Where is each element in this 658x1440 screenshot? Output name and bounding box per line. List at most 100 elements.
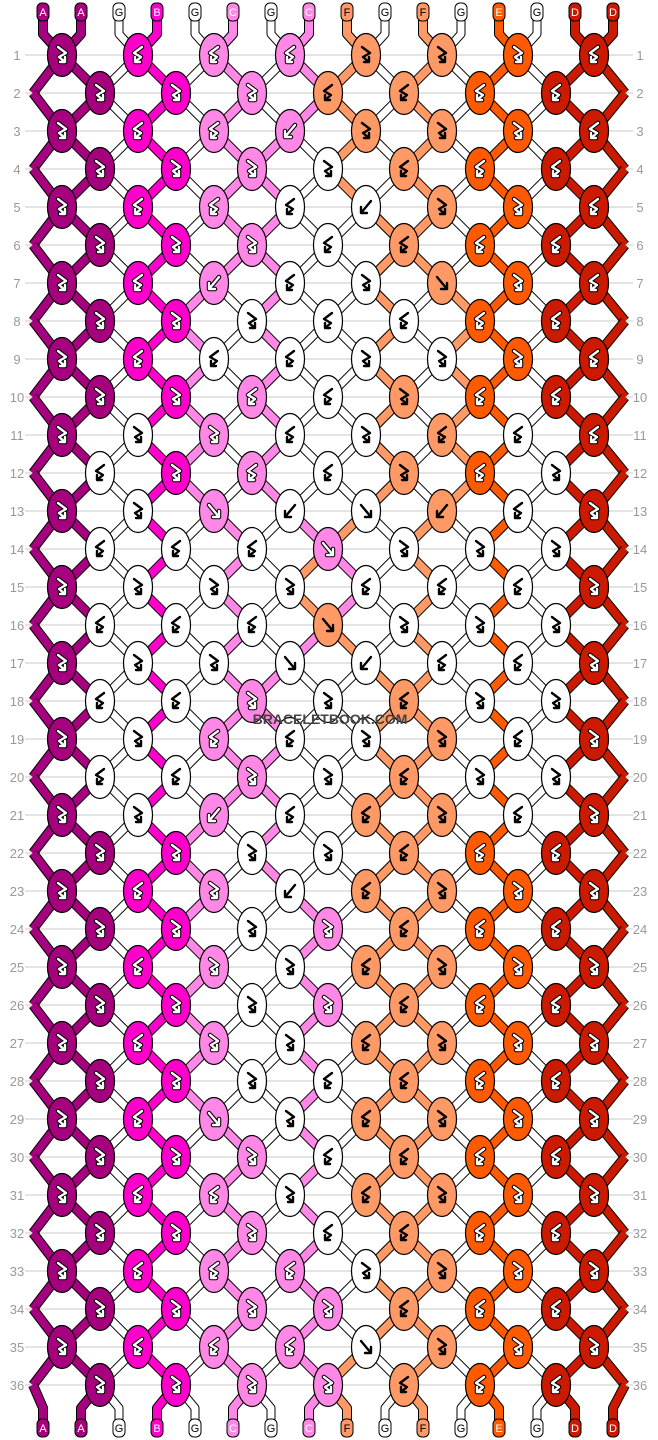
knot[interactable]	[578, 184, 610, 230]
knot[interactable]	[198, 184, 230, 230]
knot[interactable]	[388, 1210, 420, 1256]
knot[interactable]	[350, 792, 382, 838]
knot[interactable]	[84, 1362, 116, 1408]
knot[interactable]	[274, 412, 306, 458]
knot[interactable]	[46, 1172, 78, 1218]
knot[interactable]	[540, 526, 572, 572]
knot[interactable]	[236, 1058, 268, 1104]
knot[interactable]	[84, 830, 116, 876]
knot[interactable]	[426, 108, 458, 154]
knot[interactable]	[236, 602, 268, 648]
knot[interactable]	[160, 450, 192, 496]
knot[interactable]	[274, 792, 306, 838]
knot[interactable]	[236, 146, 268, 192]
knot[interactable]	[312, 906, 344, 952]
knot[interactable]	[198, 1020, 230, 1066]
knot[interactable]	[46, 640, 78, 686]
knot[interactable]	[198, 1248, 230, 1294]
knot[interactable]	[426, 1248, 458, 1294]
knot[interactable]	[426, 184, 458, 230]
knot[interactable]	[312, 374, 344, 420]
knot[interactable]	[350, 868, 382, 914]
knot[interactable]	[426, 640, 458, 686]
knot[interactable]	[274, 488, 306, 534]
knot[interactable]	[274, 944, 306, 990]
knot[interactable]	[236, 70, 268, 116]
knot[interactable]	[464, 678, 496, 724]
knot[interactable]	[46, 1324, 78, 1370]
knot[interactable]	[312, 1362, 344, 1408]
knot[interactable]	[198, 716, 230, 762]
knot[interactable]	[312, 754, 344, 800]
knot[interactable]	[464, 146, 496, 192]
knot[interactable]	[236, 1210, 268, 1256]
knot[interactable]	[160, 906, 192, 952]
knot[interactable]	[578, 640, 610, 686]
knot[interactable]	[464, 1362, 496, 1408]
knot[interactable]	[236, 1362, 268, 1408]
knot[interactable]	[122, 108, 154, 154]
knot[interactable]	[274, 32, 306, 78]
knot[interactable]	[46, 1248, 78, 1294]
knot[interactable]	[502, 412, 534, 458]
knot[interactable]	[426, 260, 458, 306]
knot[interactable]	[350, 1096, 382, 1142]
knot[interactable]	[464, 222, 496, 268]
knot[interactable]	[84, 1134, 116, 1180]
knot[interactable]	[502, 184, 534, 230]
knot[interactable]	[122, 184, 154, 230]
knot[interactable]	[236, 906, 268, 952]
knot[interactable]	[274, 260, 306, 306]
knot[interactable]	[46, 944, 78, 990]
knot[interactable]	[84, 1058, 116, 1104]
knot[interactable]	[160, 70, 192, 116]
knot[interactable]	[46, 260, 78, 306]
knot[interactable]	[122, 792, 154, 838]
knot[interactable]	[84, 374, 116, 420]
knot[interactable]	[122, 1020, 154, 1066]
knot[interactable]	[84, 906, 116, 952]
knot[interactable]	[160, 754, 192, 800]
knot[interactable]	[160, 1362, 192, 1408]
knot[interactable]	[84, 754, 116, 800]
knot[interactable]	[236, 374, 268, 420]
knot[interactable]	[122, 564, 154, 610]
knot[interactable]	[578, 412, 610, 458]
knot[interactable]	[464, 1210, 496, 1256]
knot[interactable]	[502, 260, 534, 306]
knot[interactable]	[350, 32, 382, 78]
knot[interactable]	[198, 944, 230, 990]
knot[interactable]	[464, 526, 496, 572]
knot[interactable]	[502, 32, 534, 78]
knot[interactable]	[540, 678, 572, 724]
knot[interactable]	[426, 488, 458, 534]
knot[interactable]	[84, 1286, 116, 1332]
knot[interactable]	[464, 374, 496, 420]
knot[interactable]	[46, 108, 78, 154]
knot[interactable]	[502, 488, 534, 534]
knot[interactable]	[502, 336, 534, 382]
knot[interactable]	[578, 1020, 610, 1066]
knot[interactable]	[312, 222, 344, 268]
knot[interactable]	[388, 450, 420, 496]
knot[interactable]	[426, 1172, 458, 1218]
knot[interactable]	[312, 1058, 344, 1104]
knot[interactable]	[236, 754, 268, 800]
knot[interactable]	[312, 678, 344, 724]
knot[interactable]	[350, 1324, 382, 1370]
knot[interactable]	[502, 640, 534, 686]
knot[interactable]	[350, 260, 382, 306]
knot[interactable]	[578, 944, 610, 990]
knot[interactable]	[84, 526, 116, 572]
knot[interactable]	[46, 1020, 78, 1066]
knot[interactable]	[502, 1020, 534, 1066]
knot[interactable]	[274, 108, 306, 154]
knot[interactable]	[388, 982, 420, 1028]
knot[interactable]	[46, 1096, 78, 1142]
knot[interactable]	[578, 1172, 610, 1218]
knot[interactable]	[312, 70, 344, 116]
knot[interactable]	[350, 184, 382, 230]
knot[interactable]	[540, 1210, 572, 1256]
knot[interactable]	[578, 1324, 610, 1370]
knot[interactable]	[540, 1362, 572, 1408]
